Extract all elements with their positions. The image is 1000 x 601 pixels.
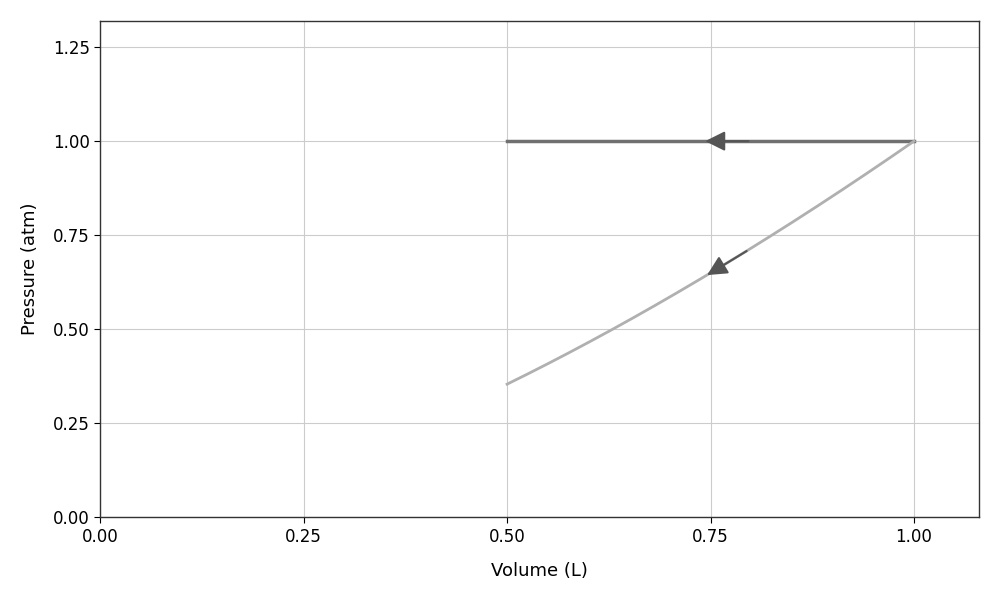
Y-axis label: Pressure (atm): Pressure (atm) — [21, 203, 39, 335]
X-axis label: Volume (L): Volume (L) — [491, 562, 588, 580]
